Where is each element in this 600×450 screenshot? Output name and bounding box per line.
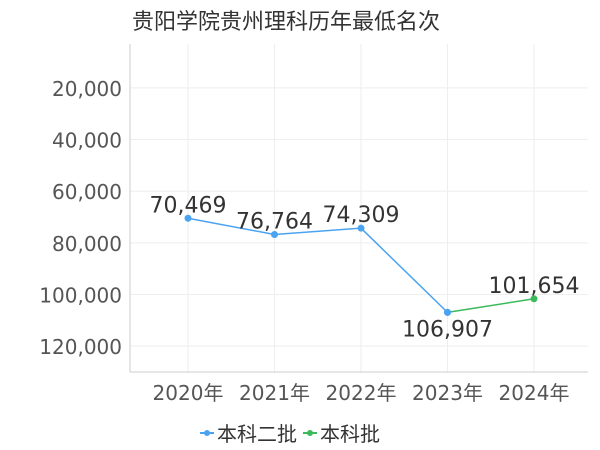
grid-lines xyxy=(130,44,588,372)
y-tick-label: 80,000 xyxy=(52,232,122,256)
data-label: 106,907 xyxy=(402,317,493,342)
data-label: 70,469 xyxy=(150,193,227,218)
y-tick-label: 120,000 xyxy=(39,335,122,359)
series-line xyxy=(187,217,449,313)
chart-title: 贵阳学院贵州理科历年最低名次 xyxy=(132,10,441,35)
data-point xyxy=(271,231,278,239)
y-tick-label: 40,000 xyxy=(52,129,122,153)
legend: 本科二批 本科批 xyxy=(200,418,386,447)
axes: 20,000 40,000 60,000 80,000 100,000 120,000 20… xyxy=(39,44,588,405)
x-tick-label: 2021年 xyxy=(239,381,310,405)
legend-label: 本科二批 xyxy=(217,422,297,446)
data-point xyxy=(357,224,365,232)
legend-label: 本科批 xyxy=(320,422,380,446)
x-tick-label: 2020年 xyxy=(153,381,224,405)
legend-item-benke-pi[interactable]: 本科批 xyxy=(303,418,380,447)
data-label: 74,309 xyxy=(323,203,400,228)
data-label: 76,764 xyxy=(236,210,313,235)
y-tick-label: 60,000 xyxy=(52,180,122,204)
x-tick-label: 2023年 xyxy=(412,381,483,405)
data-point xyxy=(184,214,192,222)
data-point xyxy=(444,308,451,316)
legend-swatch-icon xyxy=(303,426,317,440)
y-tick-label: 20,000 xyxy=(52,77,122,101)
x-tick-label: 2024年 xyxy=(499,381,570,405)
data-point xyxy=(530,295,538,303)
series-line xyxy=(447,298,535,314)
y-tick-label: 100,000 xyxy=(39,284,122,308)
data-labels: 70,469 76,764 74,309 106,907 101,654 xyxy=(150,193,580,342)
series-lines xyxy=(184,214,538,316)
x-tick-label: 2022年 xyxy=(326,381,397,405)
legend-item-benke-erpi[interactable]: 本科二批 xyxy=(200,418,297,447)
data-label: 101,654 xyxy=(489,274,580,299)
legend-swatch-icon xyxy=(200,426,214,440)
